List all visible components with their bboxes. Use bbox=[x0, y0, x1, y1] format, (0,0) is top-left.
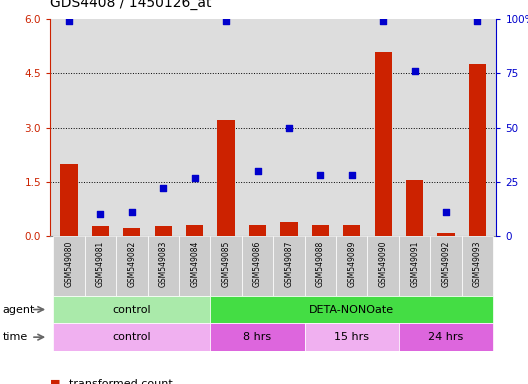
Point bbox=[191, 174, 199, 180]
Text: GSM549092: GSM549092 bbox=[441, 241, 450, 287]
Point bbox=[65, 18, 73, 25]
Bar bbox=[336, 236, 367, 296]
Bar bbox=[462, 236, 493, 296]
Text: GSM549080: GSM549080 bbox=[64, 241, 73, 287]
Point bbox=[473, 18, 482, 25]
Bar bbox=[305, 323, 399, 351]
Point bbox=[410, 68, 419, 74]
Bar bbox=[53, 296, 210, 323]
Bar bbox=[399, 323, 493, 351]
Bar bbox=[53, 236, 84, 296]
Bar bbox=[399, 236, 430, 296]
Point bbox=[285, 125, 293, 131]
Text: GSM549084: GSM549084 bbox=[190, 241, 199, 287]
Point bbox=[159, 185, 167, 192]
Bar bbox=[210, 236, 242, 296]
Bar bbox=[406, 180, 423, 236]
Text: GSM549087: GSM549087 bbox=[285, 241, 294, 287]
Text: ■: ■ bbox=[50, 379, 61, 384]
Bar bbox=[84, 236, 116, 296]
Text: agent: agent bbox=[3, 305, 35, 314]
Bar bbox=[179, 236, 210, 296]
Bar bbox=[274, 236, 305, 296]
Bar bbox=[186, 225, 203, 236]
Bar bbox=[210, 296, 493, 323]
Bar bbox=[53, 323, 210, 351]
Bar bbox=[147, 236, 179, 296]
Bar bbox=[218, 121, 235, 236]
Text: GSM549089: GSM549089 bbox=[347, 241, 356, 287]
Bar bbox=[312, 225, 329, 236]
Text: control: control bbox=[112, 305, 151, 314]
Bar bbox=[123, 228, 140, 236]
Point bbox=[442, 209, 450, 215]
Text: GDS4408 / 1450126_at: GDS4408 / 1450126_at bbox=[50, 0, 212, 10]
Bar bbox=[116, 236, 147, 296]
Bar bbox=[242, 236, 274, 296]
Point bbox=[128, 209, 136, 215]
Point bbox=[222, 18, 230, 25]
Text: GSM549081: GSM549081 bbox=[96, 241, 105, 287]
Bar bbox=[343, 225, 361, 236]
Bar bbox=[374, 52, 392, 236]
Text: GSM549082: GSM549082 bbox=[127, 241, 136, 287]
Text: 8 hrs: 8 hrs bbox=[243, 332, 271, 342]
Text: control: control bbox=[112, 332, 151, 342]
Text: GSM549090: GSM549090 bbox=[379, 241, 388, 287]
Point bbox=[316, 172, 325, 179]
Text: time: time bbox=[3, 332, 28, 342]
Point bbox=[96, 211, 105, 217]
Bar bbox=[367, 236, 399, 296]
Bar bbox=[155, 226, 172, 236]
Text: GSM549085: GSM549085 bbox=[222, 241, 231, 287]
Text: GSM549083: GSM549083 bbox=[159, 241, 168, 287]
Text: 15 hrs: 15 hrs bbox=[334, 332, 369, 342]
Bar bbox=[60, 164, 78, 236]
Text: GSM549091: GSM549091 bbox=[410, 241, 419, 287]
Bar bbox=[249, 225, 266, 236]
Text: transformed count: transformed count bbox=[69, 379, 172, 384]
Bar bbox=[280, 222, 298, 236]
Text: GSM549088: GSM549088 bbox=[316, 241, 325, 287]
Point bbox=[253, 168, 262, 174]
Point bbox=[347, 172, 356, 179]
Bar bbox=[92, 226, 109, 236]
Text: 24 hrs: 24 hrs bbox=[428, 332, 464, 342]
Text: GSM549093: GSM549093 bbox=[473, 241, 482, 287]
Bar bbox=[305, 236, 336, 296]
Bar bbox=[469, 65, 486, 236]
Point bbox=[379, 18, 388, 25]
Text: GSM549086: GSM549086 bbox=[253, 241, 262, 287]
Bar bbox=[437, 233, 455, 236]
Bar bbox=[430, 236, 462, 296]
Text: DETA-NONOate: DETA-NONOate bbox=[309, 305, 394, 314]
Bar bbox=[210, 323, 305, 351]
